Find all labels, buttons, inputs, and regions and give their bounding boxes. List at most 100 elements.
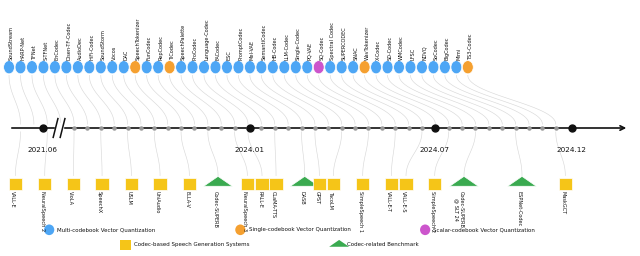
Ellipse shape <box>233 61 244 74</box>
FancyBboxPatch shape <box>385 178 398 190</box>
Ellipse shape <box>348 61 358 74</box>
Text: SUPERCODEC: SUPERCODEC <box>342 26 347 60</box>
Text: Scalar-codebook Vector Quantization: Scalar-codebook Vector Quantization <box>433 227 535 232</box>
Ellipse shape <box>420 225 430 235</box>
Ellipse shape <box>107 61 118 74</box>
Ellipse shape <box>61 61 72 74</box>
Text: Codec-based Speech Generation Systems: Codec-based Speech Generation Systems <box>134 242 250 248</box>
Text: SD-Codec: SD-Codec <box>388 36 392 60</box>
Ellipse shape <box>4 61 15 74</box>
Text: 2024.01: 2024.01 <box>235 147 265 153</box>
Text: SQ-Codec: SQ-Codec <box>319 35 324 60</box>
Text: MaskGCT: MaskGCT <box>561 191 565 215</box>
Text: SoundStream: SoundStream <box>9 26 14 60</box>
Ellipse shape <box>405 61 416 74</box>
Text: HB-Codec: HB-Codec <box>273 35 278 60</box>
Text: SpeechX: SpeechX <box>97 191 102 214</box>
Text: SoCodec: SoCodec <box>433 38 438 60</box>
Text: ESC: ESC <box>227 50 232 60</box>
Text: RepCodec: RepCodec <box>158 35 163 60</box>
Text: NeuralSpeech 2: NeuralSpeech 2 <box>40 191 45 231</box>
Ellipse shape <box>95 61 106 74</box>
Text: Codec-SUPERB: Codec-SUPERB <box>213 191 218 228</box>
FancyBboxPatch shape <box>326 178 340 190</box>
Text: TFNet: TFNet <box>32 45 37 60</box>
Ellipse shape <box>291 61 301 74</box>
Text: VioLA: VioLA <box>68 191 74 205</box>
Text: ELLA-V: ELLA-V <box>184 191 189 208</box>
Text: AudioDec: AudioDec <box>78 36 83 60</box>
Ellipse shape <box>26 61 37 74</box>
Text: SimpleSpeech 1: SimpleSpeech 1 <box>358 191 363 232</box>
Ellipse shape <box>221 61 232 74</box>
Text: Single-Codec: Single-Codec <box>296 27 301 60</box>
Ellipse shape <box>451 61 462 74</box>
FancyBboxPatch shape <box>559 178 572 190</box>
Ellipse shape <box>130 61 141 74</box>
Ellipse shape <box>256 61 267 74</box>
FancyBboxPatch shape <box>182 178 196 190</box>
Ellipse shape <box>49 61 60 74</box>
Ellipse shape <box>118 61 129 74</box>
Ellipse shape <box>336 61 347 74</box>
Text: NDVQ: NDVQ <box>422 45 427 60</box>
Text: Mel-VAE: Mel-VAE <box>250 40 255 60</box>
Text: TS3-Codec: TS3-Codec <box>468 33 473 60</box>
FancyBboxPatch shape <box>9 178 22 190</box>
FancyBboxPatch shape <box>95 178 109 190</box>
Text: TiCodec: TiCodec <box>170 40 175 60</box>
Text: Vocos: Vocos <box>112 45 117 60</box>
Text: SpeechTokenizer: SpeechTokenizer <box>135 17 140 60</box>
Text: DASB: DASB <box>300 191 305 205</box>
Text: WMCodec: WMCodec <box>399 35 404 60</box>
Ellipse shape <box>236 225 246 235</box>
Ellipse shape <box>314 61 324 74</box>
Text: BigCodec: BigCodec <box>445 36 450 60</box>
Text: ProCodec: ProCodec <box>193 36 198 60</box>
Text: 2024.12: 2024.12 <box>557 147 587 153</box>
Text: PromptCodec: PromptCodec <box>239 26 243 60</box>
Text: CLaMA-TTS: CLaMA-TTS <box>271 191 276 218</box>
Text: TacoLM: TacoLM <box>328 191 333 209</box>
Ellipse shape <box>38 61 49 74</box>
Text: VALL-E-T: VALL-E-T <box>387 191 392 212</box>
FancyBboxPatch shape <box>269 178 283 190</box>
Text: Mimi: Mimi <box>456 47 461 60</box>
Ellipse shape <box>371 61 381 74</box>
Ellipse shape <box>84 61 95 74</box>
Text: 2021.06: 2021.06 <box>28 147 58 153</box>
Text: Spectral Codec: Spectral Codec <box>330 22 335 60</box>
Ellipse shape <box>187 61 198 74</box>
Text: PQ-VAE: PQ-VAE <box>307 42 312 60</box>
Ellipse shape <box>72 61 83 74</box>
Text: HARP-Net: HARP-Net <box>20 36 26 60</box>
FancyBboxPatch shape <box>313 178 326 190</box>
Text: WavTokenizer: WavTokenizer <box>365 25 370 60</box>
Text: VALL-E-S: VALL-E-S <box>401 191 406 213</box>
Text: ESPNet-Codec: ESPNet-Codec <box>517 191 522 227</box>
FancyBboxPatch shape <box>241 178 254 190</box>
Ellipse shape <box>141 61 152 74</box>
Ellipse shape <box>279 61 290 74</box>
Ellipse shape <box>302 61 313 74</box>
Ellipse shape <box>15 61 26 74</box>
Text: HiFi-Codec: HiFi-Codec <box>90 33 94 60</box>
Text: Codec-SUPERB
@ SLT 24: Codec-SUPERB @ SLT 24 <box>453 191 464 228</box>
Text: FunCodec: FunCodec <box>147 35 152 60</box>
Ellipse shape <box>440 61 451 74</box>
Ellipse shape <box>244 61 255 74</box>
Text: Multi-codebook Vector Quantization: Multi-codebook Vector Quantization <box>58 227 156 232</box>
Text: RALL-E: RALL-E <box>257 191 262 208</box>
FancyBboxPatch shape <box>154 178 167 190</box>
Text: 2024.07: 2024.07 <box>420 147 450 153</box>
FancyBboxPatch shape <box>67 178 80 190</box>
Text: NeuralSpeech 3: NeuralSpeech 3 <box>243 191 247 231</box>
Text: USLM: USLM <box>126 191 131 205</box>
Text: SoundStorm: SoundStorm <box>100 29 106 60</box>
Text: SpeechPalette: SpeechPalette <box>181 23 186 60</box>
FancyBboxPatch shape <box>428 178 442 190</box>
Text: UniAudio: UniAudio <box>155 191 160 214</box>
Text: LFSC: LFSC <box>410 48 415 60</box>
Text: SemantiCodec: SemantiCodec <box>261 23 266 60</box>
Ellipse shape <box>417 61 428 74</box>
